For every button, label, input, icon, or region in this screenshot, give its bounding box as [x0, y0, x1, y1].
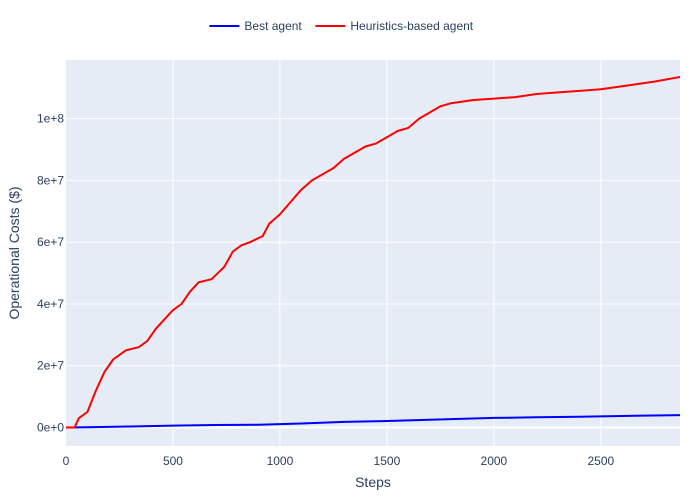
y-tick-label: 2e+7 — [37, 359, 64, 373]
x-tick-label: 2000 — [481, 454, 508, 468]
y-tick-label: 6e+7 — [37, 235, 64, 249]
y-tick-label: 0e+0 — [37, 420, 64, 434]
legend-label-best-agent: Best agent — [244, 19, 302, 33]
y-axis-title: Operational Costs ($) — [6, 186, 22, 319]
plot-area — [66, 60, 680, 446]
y-tick-label: 4e+7 — [37, 297, 64, 311]
x-tick-label: 2500 — [587, 454, 614, 468]
x-tick-label: 500 — [163, 454, 183, 468]
y-tick-label: 1e+8 — [37, 112, 64, 126]
x-tick-label: 1000 — [267, 454, 294, 468]
x-tick-label: 0 — [63, 454, 70, 468]
x-tick-label: 1500 — [374, 454, 401, 468]
y-tick-label: 8e+7 — [37, 173, 64, 187]
legend-label-heuristics-based-agent: Heuristics-based agent — [350, 19, 473, 33]
series-line-heuristics-based-agent — [66, 76, 680, 429]
series-line-best-agent — [66, 414, 680, 429]
x-axis-title: Steps — [355, 474, 391, 490]
